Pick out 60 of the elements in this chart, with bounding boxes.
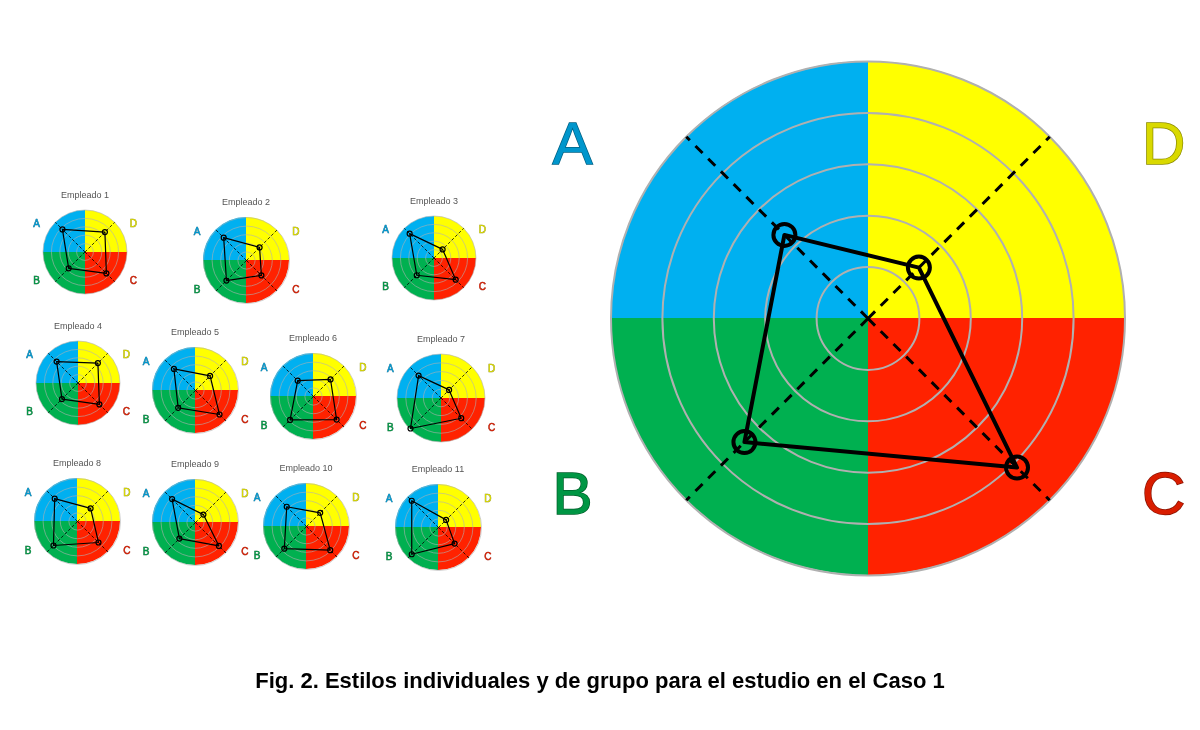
spoke-label: C (129, 275, 137, 287)
spoke-label: B (142, 413, 150, 425)
spoke-label: B (24, 544, 32, 556)
spoke-label: B (193, 283, 201, 295)
spoke-label: C (240, 413, 249, 425)
spoke-label: A (33, 217, 41, 229)
spoke-label: A (385, 492, 393, 504)
spoke-label: C (351, 549, 360, 561)
spoke-label: B (253, 549, 261, 561)
chart-title: Empleado 2 (220, 197, 271, 207)
spoke-label: D (240, 487, 249, 499)
spoke-label: D (351, 491, 360, 503)
chart-title: Empleado 11 (410, 464, 466, 474)
spoke-label: B (387, 422, 395, 434)
spoke-label: D (122, 486, 131, 498)
chart-title: Empleado 8 (51, 458, 102, 468)
chart-title: Empleado 4 (52, 321, 103, 331)
chart-title: Empleado 1 (59, 190, 110, 200)
spoke-label: D (129, 217, 137, 229)
spoke-label: C (487, 422, 496, 434)
caption: Fig. 2. Estilos individuales y de grupo para el estudio en el Caso 1 (254, 668, 946, 694)
spoke-label: A (260, 361, 268, 373)
spoke-label: B (260, 419, 268, 431)
spoke-label: D (483, 492, 492, 504)
spoke-label: D (291, 225, 300, 237)
spoke-label: C (358, 419, 367, 431)
spoke-label: D (122, 348, 130, 360)
spoke-label: A (142, 355, 150, 367)
spoke-label: A (193, 225, 201, 237)
spoke-label: A (26, 348, 34, 360)
chart-title: Empleado 6 (287, 333, 338, 343)
spoke-label: A (387, 362, 395, 374)
spoke-label: A (24, 486, 32, 498)
spoke-label: A (382, 223, 390, 235)
spoke-label: B (26, 406, 34, 418)
spoke-label: B (552, 459, 593, 527)
spoke-label: D (358, 361, 367, 373)
spoke-label: B (382, 281, 390, 293)
spoke-label: D (1141, 109, 1186, 177)
spoke-label: C (478, 281, 486, 293)
spoke-label: C (240, 545, 249, 557)
spoke-label: D (240, 355, 249, 367)
spoke-label: A (142, 487, 150, 499)
chart-title: Empleado 10 (278, 463, 334, 473)
spoke-label: C (291, 283, 300, 295)
spoke-label: D (478, 223, 486, 235)
spoke-label: B (33, 275, 41, 287)
spoke-label: B (385, 550, 393, 562)
spoke-label: B (142, 545, 150, 557)
spoke-label: C (1141, 459, 1186, 527)
spoke-label: C (122, 406, 130, 418)
chart-title: Empleado 7 (415, 334, 466, 344)
chart-title: Empleado 3 (408, 196, 459, 206)
spoke-label: C (483, 550, 492, 562)
chart-title: Empleado 9 (169, 459, 220, 469)
spoke-label: A (552, 109, 593, 177)
spoke-label: A (253, 491, 261, 503)
spoke-label: C (122, 544, 131, 556)
chart-title: Empleado 5 (169, 327, 220, 337)
spoke-label: D (487, 362, 496, 374)
